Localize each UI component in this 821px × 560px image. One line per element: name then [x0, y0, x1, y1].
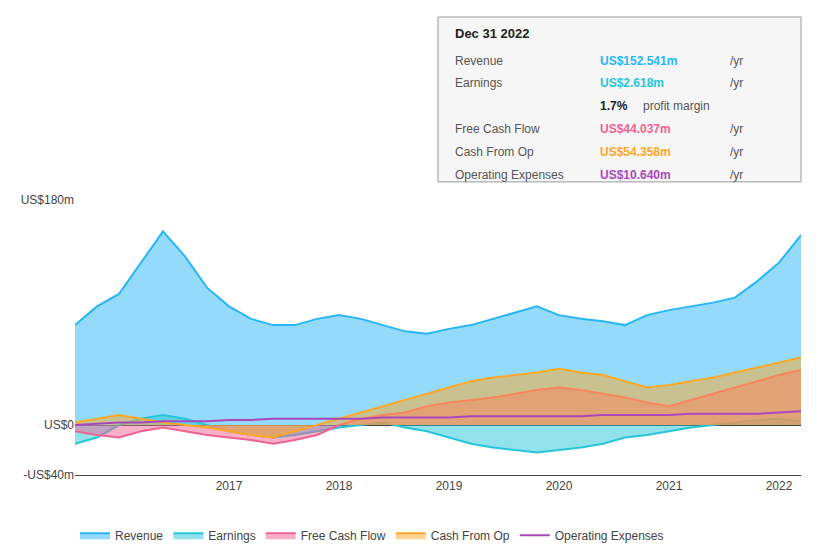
svg-text:Free Cash Flow: Free Cash Flow	[301, 529, 386, 543]
svg-text:Operating Expenses: Operating Expenses	[455, 168, 564, 182]
svg-text:2017: 2017	[216, 479, 243, 493]
svg-text:Earnings: Earnings	[455, 76, 502, 90]
svg-text:Operating Expenses: Operating Expenses	[555, 529, 664, 543]
svg-text:Cash From Op: Cash From Op	[455, 145, 534, 159]
svg-text:/yr: /yr	[730, 145, 743, 159]
svg-text:US$10.640m: US$10.640m	[600, 168, 671, 182]
svg-text:US$0: US$0	[44, 418, 74, 432]
svg-text:/yr: /yr	[730, 76, 743, 90]
svg-text:US$54.358m: US$54.358m	[600, 145, 671, 159]
svg-text:Cash From Op: Cash From Op	[431, 529, 510, 543]
svg-text:2021: 2021	[656, 479, 683, 493]
svg-text:US$44.037m: US$44.037m	[600, 122, 671, 136]
svg-text:2022: 2022	[766, 479, 793, 493]
svg-text:-US$40m: -US$40m	[23, 468, 74, 482]
svg-text:profit margin: profit margin	[643, 99, 710, 113]
svg-text:/yr: /yr	[730, 168, 743, 182]
svg-text:2019: 2019	[436, 479, 463, 493]
svg-text:Revenue: Revenue	[115, 529, 163, 543]
svg-text:/yr: /yr	[730, 122, 743, 136]
svg-text:US$2.618m: US$2.618m	[600, 76, 664, 90]
svg-text:US$180m: US$180m	[21, 193, 74, 207]
svg-text:Revenue: Revenue	[455, 54, 503, 68]
svg-text:/yr: /yr	[730, 54, 743, 68]
svg-text:1.7%: 1.7%	[600, 99, 628, 113]
svg-text:2020: 2020	[546, 479, 573, 493]
svg-text:US$152.541m: US$152.541m	[600, 54, 677, 68]
svg-text:2018: 2018	[326, 479, 353, 493]
svg-text:Free Cash Flow: Free Cash Flow	[455, 122, 540, 136]
svg-text:Earnings: Earnings	[208, 529, 255, 543]
svg-text:Dec 31 2022: Dec 31 2022	[455, 26, 529, 41]
